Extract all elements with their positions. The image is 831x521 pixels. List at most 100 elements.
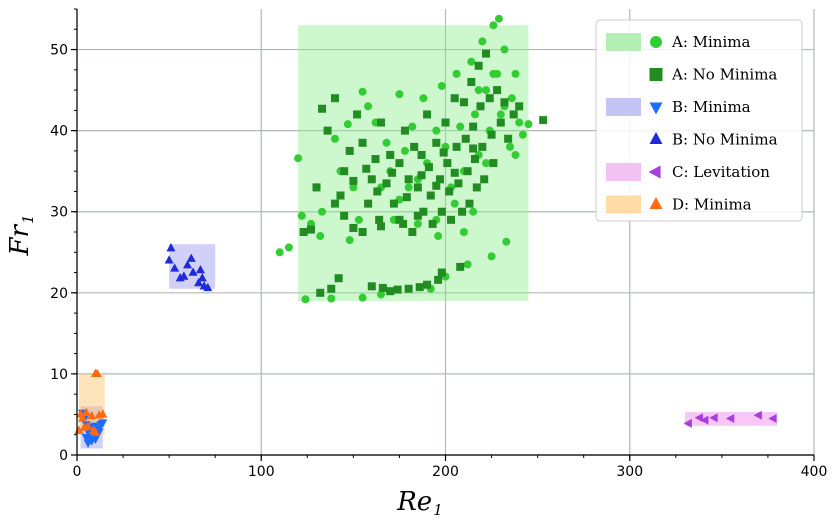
data-point <box>275 248 284 257</box>
data-point <box>470 155 479 164</box>
data-point <box>493 86 502 95</box>
data-point <box>92 368 102 378</box>
data-point <box>345 236 354 245</box>
data-point <box>450 168 459 177</box>
data-point <box>428 219 437 228</box>
data-point <box>284 243 293 252</box>
data-point <box>496 110 505 119</box>
data-point <box>364 199 373 208</box>
data-point <box>334 274 343 283</box>
legend-label: A: No Minima <box>671 66 777 84</box>
data-point <box>340 167 349 176</box>
data-point <box>340 211 349 220</box>
data-point <box>502 237 511 246</box>
data-point <box>465 199 474 208</box>
data-point <box>454 179 463 188</box>
data-point <box>505 142 514 151</box>
data-point <box>432 126 441 135</box>
data-point <box>700 415 709 425</box>
legend-label: B: Minima <box>672 98 751 116</box>
y-tick-label: 30 <box>50 205 68 221</box>
legend-patch <box>606 98 641 116</box>
data-point <box>299 228 308 236</box>
x-axis-label: Re1 <box>396 487 443 519</box>
x-tick-label: 300 <box>616 464 643 480</box>
data-point <box>98 419 108 428</box>
data-point <box>515 118 524 127</box>
data-point <box>424 163 433 172</box>
data-point <box>306 225 315 234</box>
legend-label: D: Minima <box>672 196 752 214</box>
data-point <box>472 183 481 192</box>
data-point <box>336 191 345 200</box>
data-point <box>480 175 489 184</box>
data-point <box>413 211 422 220</box>
data-point <box>435 175 444 184</box>
legend-label: B: No Minima <box>672 131 778 149</box>
data-point <box>417 171 426 180</box>
data-point <box>509 110 518 119</box>
data-point <box>469 207 478 216</box>
data-point <box>349 183 358 192</box>
data-point <box>186 253 196 262</box>
data-point <box>524 120 533 129</box>
data-point <box>482 86 491 95</box>
data-point <box>349 176 358 185</box>
data-point <box>500 45 509 54</box>
data-point <box>362 164 371 173</box>
data-point <box>83 421 93 430</box>
data-point <box>183 260 193 269</box>
data-point <box>511 69 520 78</box>
data-point <box>478 142 487 151</box>
data-point <box>382 179 391 188</box>
data-point <box>395 159 404 168</box>
data-point <box>482 49 491 58</box>
data-point <box>507 94 516 103</box>
data-point <box>437 82 446 91</box>
data-point <box>404 183 413 192</box>
data-point <box>474 61 483 70</box>
data-point <box>377 290 386 299</box>
legend-marker <box>649 102 663 115</box>
data-point <box>511 150 520 159</box>
data-point <box>447 215 456 224</box>
data-point <box>203 282 213 292</box>
data-point <box>768 414 777 424</box>
data-point <box>358 228 367 236</box>
data-point <box>323 126 332 135</box>
data-point <box>496 118 505 127</box>
y-tick-label: 50 <box>50 43 68 59</box>
legend-box <box>595 19 803 222</box>
data-point <box>489 69 498 78</box>
data-point <box>450 94 459 103</box>
data-point <box>373 187 382 196</box>
data-point <box>386 150 395 159</box>
data-point <box>494 14 503 23</box>
data-point <box>456 122 465 131</box>
data-point <box>170 263 180 272</box>
data-point <box>539 116 548 125</box>
data-point <box>439 148 448 157</box>
data-point <box>297 211 306 220</box>
data-point <box>395 90 404 99</box>
data-point <box>452 69 461 78</box>
data-point <box>389 199 398 208</box>
data-point <box>166 243 176 252</box>
data-point <box>358 138 367 147</box>
data-point <box>358 293 367 302</box>
data-point <box>489 21 498 30</box>
data-point <box>327 294 336 303</box>
data-point <box>197 273 207 282</box>
data-point <box>450 199 459 208</box>
data-point <box>410 142 419 151</box>
data-point <box>382 138 391 147</box>
legend-patch <box>606 163 641 181</box>
data-point <box>459 98 468 107</box>
data-point <box>179 271 189 280</box>
series-group <box>275 14 533 304</box>
data-point <box>725 414 735 424</box>
data-point <box>434 232 443 241</box>
series-group <box>164 243 213 292</box>
data-point <box>423 280 432 289</box>
data-point <box>437 268 446 277</box>
